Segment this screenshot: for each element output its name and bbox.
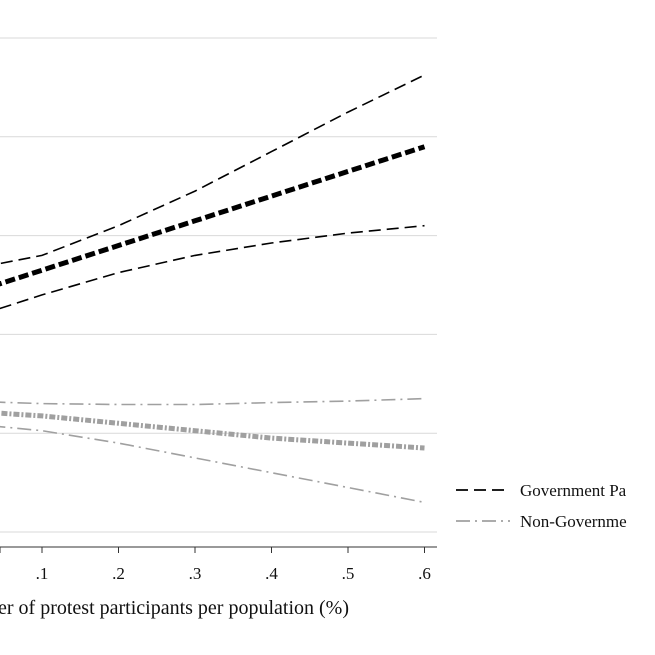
x-axis: .1 .2 .3 .4 .5 .6 — [0, 546, 437, 583]
legend: Government Pa Non-Governme — [456, 481, 627, 531]
series-1 — [0, 397, 425, 504]
x-tick-label-5: .6 — [418, 564, 431, 583]
legend-label-0: Government Pa — [520, 481, 627, 500]
series-1-lower-ci — [0, 425, 425, 504]
x-tick-label-0: .1 — [36, 564, 49, 583]
legend-label-1: Non-Governme — [520, 512, 627, 531]
x-tick-label-4: .5 — [342, 564, 355, 583]
gridlines — [0, 37, 437, 533]
series-0-estimate — [0, 144, 426, 287]
x-tick-label-3: .4 — [265, 564, 278, 583]
x-axis-title: nber of protest participants per populat… — [0, 597, 349, 619]
series-0-upper-ci — [0, 74, 425, 265]
series-1-upper-ci — [0, 397, 425, 406]
x-tick-label-1: .2 — [112, 564, 125, 583]
plot-area — [0, 74, 426, 504]
x-tick-label-2: .3 — [189, 564, 202, 583]
series-0 — [0, 74, 426, 310]
series-0-lower-ci — [0, 224, 425, 310]
series-1-estimate — [0, 410, 425, 451]
